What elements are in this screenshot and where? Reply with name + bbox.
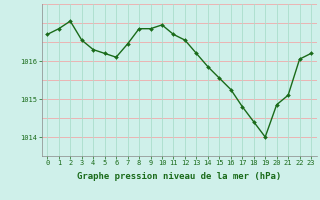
X-axis label: Graphe pression niveau de la mer (hPa): Graphe pression niveau de la mer (hPa): [77, 172, 281, 181]
